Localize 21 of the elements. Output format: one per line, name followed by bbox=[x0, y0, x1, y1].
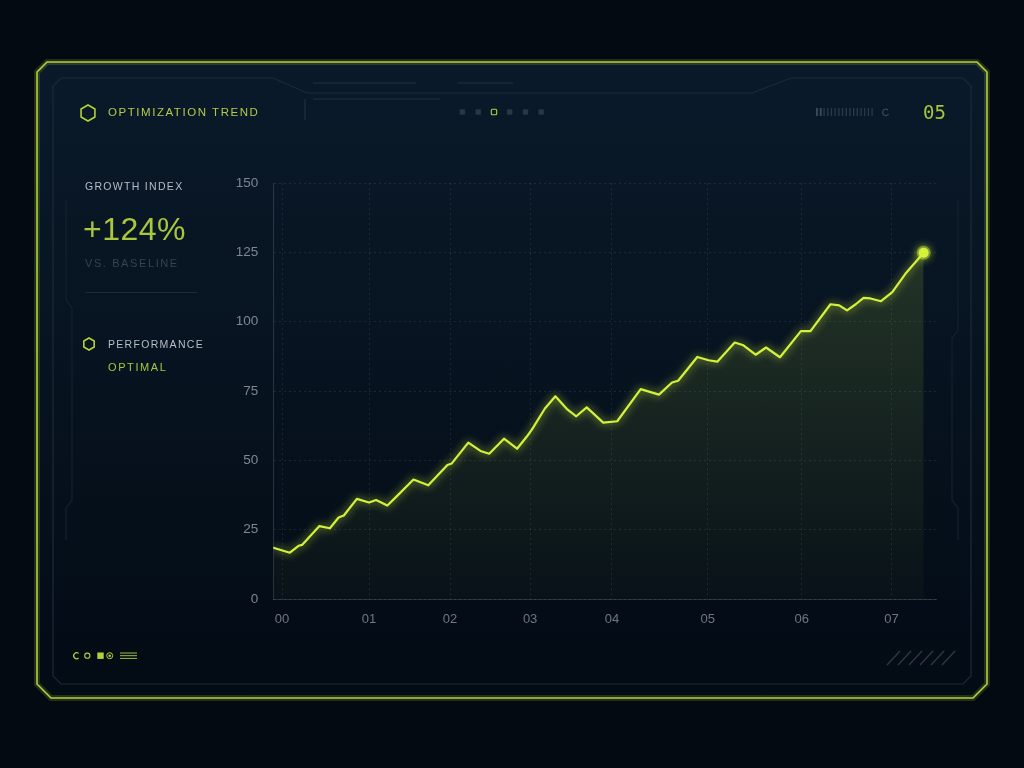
y-tick-label: 150 bbox=[235, 174, 259, 190]
y-tick-label: 50 bbox=[243, 452, 259, 468]
x-tick-label: 06 bbox=[794, 611, 809, 627]
x-tick-label: 04 bbox=[604, 611, 620, 627]
text: 05 bbox=[923, 100, 946, 123]
text: PERFORMANCE bbox=[108, 337, 204, 350]
y-tick-label: 125 bbox=[235, 244, 259, 260]
x-tick-label: 00 bbox=[274, 611, 290, 627]
x-tick-label: 02 bbox=[442, 611, 458, 627]
text: OPTIMAL bbox=[108, 360, 168, 373]
chart-title: OPTIMIZATION TREND bbox=[108, 106, 260, 119]
x-tick-label: 07 bbox=[884, 611, 899, 627]
y-tick-label: 75 bbox=[243, 382, 259, 398]
y-tick-label: 0 bbox=[250, 590, 259, 606]
text: GROWTH INDEX bbox=[85, 179, 184, 192]
text: +124% bbox=[83, 211, 187, 247]
y-tick-label: 25 bbox=[243, 521, 259, 537]
x-tick-label: 01 bbox=[361, 611, 377, 627]
x-tick-label: 05 bbox=[700, 611, 715, 627]
y-tick-label: 100 bbox=[235, 313, 259, 329]
x-tick-label: 03 bbox=[522, 611, 538, 627]
